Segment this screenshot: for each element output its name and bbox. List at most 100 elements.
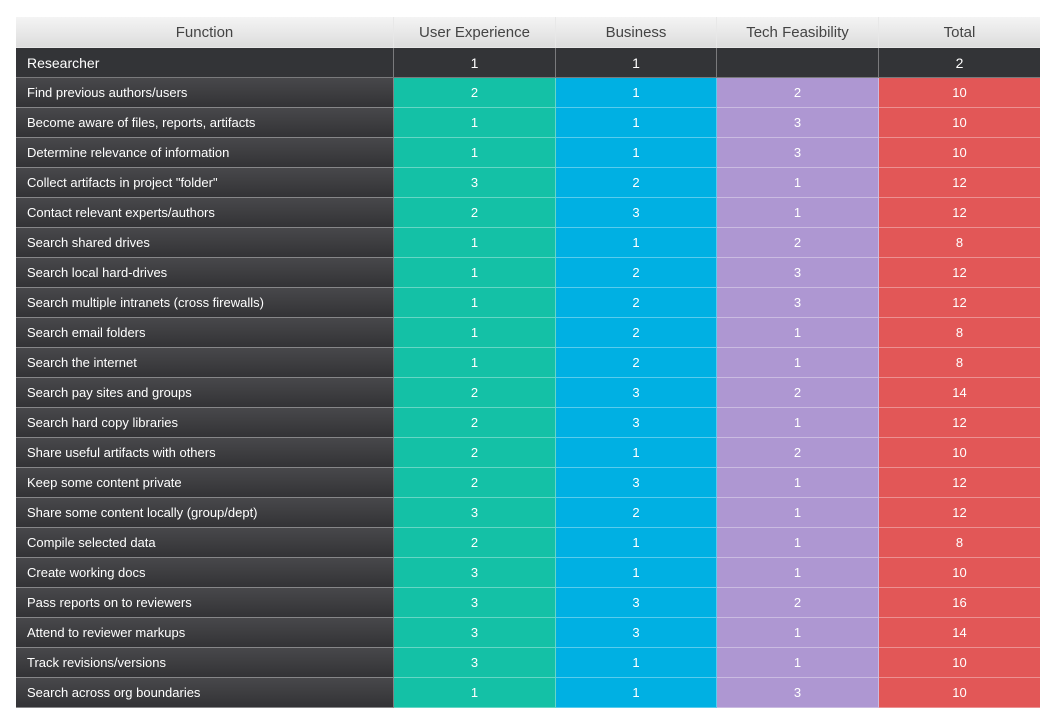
score-cell: 1 (394, 288, 556, 318)
score-cell: 3 (556, 408, 717, 438)
score-cell: 1 (717, 648, 879, 678)
score-cell: 2 (556, 168, 717, 198)
table-row: Track revisions/versions 3 1 1 10 (16, 648, 1040, 678)
score-cell: 1 (556, 78, 717, 108)
score-cell: 2 (394, 408, 556, 438)
score-cell: 1 (717, 198, 879, 228)
score-cell: 3 (717, 108, 879, 138)
score-cell: 2 (394, 78, 556, 108)
function-cell: Search across org boundaries (16, 678, 394, 708)
column-header: Total (879, 17, 1040, 48)
function-cell: Researcher (16, 48, 394, 78)
score-cell: 10 (879, 138, 1040, 168)
score-cell: 12 (879, 498, 1040, 528)
score-cell: 12 (879, 468, 1040, 498)
score-cell: 8 (879, 318, 1040, 348)
function-cell: Contact relevant experts/authors (16, 198, 394, 228)
score-cell: 2 (717, 378, 879, 408)
table-row: Search email folders 1 2 1 8 (16, 318, 1040, 348)
score-cell: 14 (879, 618, 1040, 648)
table-row: Search hard copy libraries 2 3 1 12 (16, 408, 1040, 438)
score-cell: 1 (556, 648, 717, 678)
function-cell: Search local hard-drives (16, 258, 394, 288)
column-header: Business (556, 17, 717, 48)
score-cell: 2 (717, 588, 879, 618)
score-cell: 1 (556, 138, 717, 168)
score-cell: 2 (556, 498, 717, 528)
score-cell: 1 (717, 408, 879, 438)
table-row: Find previous authors/users 2 1 2 10 (16, 78, 1040, 108)
function-cell: Search pay sites and groups (16, 378, 394, 408)
score-cell: 3 (717, 138, 879, 168)
score-cell: 1 (394, 108, 556, 138)
score-cell: 1 (394, 138, 556, 168)
column-header: User Experience (394, 17, 556, 48)
score-cell: 10 (879, 438, 1040, 468)
score-cell: 3 (394, 558, 556, 588)
function-cell: Search the internet (16, 348, 394, 378)
score-cell: 3 (556, 198, 717, 228)
score-cell: 2 (879, 48, 1040, 78)
score-cell: 2 (394, 378, 556, 408)
table-row: Search the internet 1 2 1 8 (16, 348, 1040, 378)
score-cell: 3 (394, 648, 556, 678)
score-cell (717, 48, 879, 78)
table-row: Collect artifacts in project "folder" 3 2 1… (16, 168, 1040, 198)
score-cell: 10 (879, 108, 1040, 138)
table-row: Contact relevant experts/authors 2 3 1 12 (16, 198, 1040, 228)
score-cell: 10 (879, 78, 1040, 108)
function-cell: Keep some content private (16, 468, 394, 498)
function-cell: Attend to reviewer markups (16, 618, 394, 648)
score-cell: 1 (556, 48, 717, 78)
function-cell: Pass reports on to reviewers (16, 588, 394, 618)
table-row: Share some content locally (group/dept) 3… (16, 498, 1040, 528)
score-cell: 2 (394, 528, 556, 558)
score-cell: 1 (717, 168, 879, 198)
score-cell: 2 (556, 258, 717, 288)
function-cell: Determine relevance of information (16, 138, 394, 168)
score-cell: 1 (556, 528, 717, 558)
score-cell: 1 (717, 318, 879, 348)
function-cell: Compile selected data (16, 528, 394, 558)
table-row: Attend to reviewer markups 3 3 1 14 (16, 618, 1040, 648)
table-row: Search shared drives 1 1 2 8 (16, 228, 1040, 258)
score-cell: 2 (556, 318, 717, 348)
score-cell: 1 (556, 228, 717, 258)
score-cell: 8 (879, 348, 1040, 378)
score-cell: 3 (556, 378, 717, 408)
function-cell: Collect artifacts in project "folder" (16, 168, 394, 198)
table-row: Become aware of files, reports, artifact… (16, 108, 1040, 138)
table-row: Create working docs 3 1 1 10 (16, 558, 1040, 588)
table-row: Keep some content private 2 3 1 12 (16, 468, 1040, 498)
table-row: Share useful artifacts with others 2 1 2 10 (16, 438, 1040, 468)
function-cell: Track revisions/versions (16, 648, 394, 678)
function-cell: Search hard copy libraries (16, 408, 394, 438)
function-cell: Share useful artifacts with others (16, 438, 394, 468)
score-cell: 8 (879, 528, 1040, 558)
score-cell: 8 (879, 228, 1040, 258)
table-row: Search multiple intranets (cross firewal… (16, 288, 1040, 318)
function-cell: Search email folders (16, 318, 394, 348)
score-cell: 10 (879, 678, 1040, 708)
score-cell: 2 (717, 78, 879, 108)
score-cell: 16 (879, 588, 1040, 618)
score-cell: 3 (394, 588, 556, 618)
score-cell: 3 (556, 618, 717, 648)
score-cell: 3 (556, 588, 717, 618)
score-cell: 10 (879, 558, 1040, 588)
function-cell: Find previous authors/users (16, 78, 394, 108)
column-header: Function (16, 17, 394, 48)
score-cell: 1 (717, 468, 879, 498)
score-cell: 3 (717, 678, 879, 708)
score-cell: 1 (394, 48, 556, 78)
score-cell: 2 (717, 228, 879, 258)
score-cell: 2 (394, 468, 556, 498)
score-cell: 1 (556, 678, 717, 708)
table-row: Search across org boundaries 1 1 3 10 (16, 678, 1040, 708)
function-cell: Share some content locally (group/dept) (16, 498, 394, 528)
score-cell: 1 (556, 108, 717, 138)
score-cell: 1 (394, 228, 556, 258)
score-cell: 1 (717, 498, 879, 528)
score-cell: 1 (394, 348, 556, 378)
score-cell: 3 (717, 288, 879, 318)
